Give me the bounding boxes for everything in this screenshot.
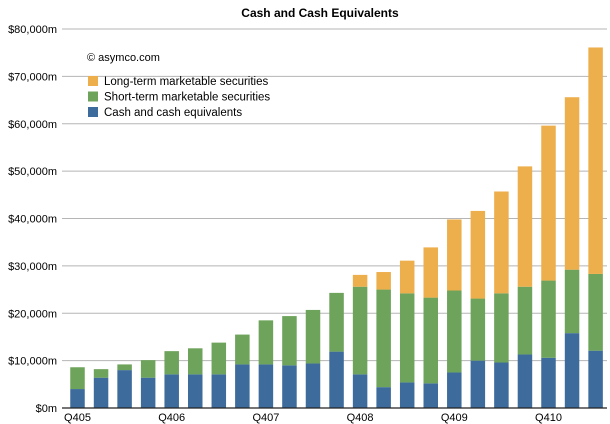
bar-segment-cash: [517, 354, 533, 408]
bar-segment-short-term: [447, 290, 462, 373]
bar-segment-long-term: [399, 260, 415, 294]
bar-segment-short-term: [564, 269, 580, 334]
y-tick-label: $80,000m: [8, 24, 57, 36]
bar-segment-cash: [188, 374, 203, 408]
bar-segment-short-term: [494, 293, 509, 363]
bar-segment-short-term: [211, 342, 227, 375]
bar-segment-short-term: [352, 286, 368, 375]
bar-segment-cash: [117, 370, 132, 408]
bar-segment-short-term: [470, 298, 486, 361]
y-axis-labels: $0m $10,000m $20,000m $30,000m $40,000m $50,0…: [8, 24, 57, 415]
bar-segment-cash: [211, 374, 227, 408]
bar-segment-cash: [235, 364, 250, 408]
bar-segment-cash: [588, 350, 603, 408]
legend-label: Long-term marketable securities: [104, 76, 269, 88]
bar-segment-short-term: [399, 293, 415, 383]
bar-segment-short-term: [258, 320, 274, 365]
bar-segment-long-term: [564, 97, 580, 270]
bar-segment-short-term: [329, 292, 344, 352]
x-tick-label: Q406: [158, 412, 185, 424]
bar-segment-short-term: [282, 316, 297, 366]
x-tick-label: Q405: [64, 412, 91, 424]
bar-segment-short-term: [140, 360, 156, 378]
bar-segment-long-term: [494, 191, 509, 294]
y-tick-label: $0m: [36, 403, 57, 415]
legend-label: Short-term marketable securities: [104, 92, 270, 104]
bar-segment-cash: [352, 374, 368, 408]
x-tick-label: Q408: [347, 412, 374, 424]
bar-segment-short-term: [235, 334, 250, 365]
bar-segment-cash: [447, 372, 462, 408]
bar-segment-short-term: [517, 286, 533, 355]
bar-segment-long-term: [470, 210, 486, 299]
bar-segment-cash: [399, 382, 415, 408]
bar-segment-cash: [376, 387, 391, 408]
bar-segment-long-term: [376, 272, 391, 290]
chart-title: Cash and Cash Equivalents: [241, 6, 399, 20]
bar-segment-cash: [93, 377, 109, 408]
y-tick-label: $30,000m: [8, 261, 57, 273]
bar-segment-cash: [70, 389, 85, 408]
bar-segment-short-term: [423, 297, 438, 384]
bar-segment-cash: [541, 357, 556, 408]
y-tick-label: $70,000m: [8, 71, 57, 83]
bar-segment-short-term: [188, 348, 203, 375]
x-tick-label: Q407: [252, 412, 279, 424]
bar-segment-long-term: [352, 274, 368, 287]
bar-segment-long-term: [517, 166, 533, 287]
x-tick-label: Q410: [535, 412, 562, 424]
bar-segment-short-term: [93, 369, 109, 378]
bar-segment-cash: [470, 360, 486, 408]
legend-swatch: [88, 107, 98, 117]
bar-segment-long-term: [588, 47, 603, 274]
bar-segment-long-term: [541, 125, 556, 281]
x-axis-labels: Q405 Q406 Q407 Q408 Q409 Q410: [64, 412, 562, 424]
y-tick-label: $20,000m: [8, 308, 57, 320]
bar-segment-cash: [305, 363, 321, 408]
bar-segment-short-term: [588, 273, 603, 351]
bar-segment-cash: [564, 333, 580, 408]
bar-segment-long-term: [447, 219, 462, 291]
bar-segment-short-term: [164, 351, 179, 375]
bar-segment-short-term: [70, 367, 85, 390]
legend-swatch: [88, 76, 98, 86]
legend-label: Cash and cash equivalents: [104, 107, 242, 119]
bar-segment-cash: [258, 364, 274, 408]
bar-segment-short-term: [305, 309, 321, 364]
y-tick-label: $60,000m: [8, 119, 57, 131]
bar-segment-cash: [164, 374, 179, 408]
legend-swatch: [88, 91, 98, 102]
bar-segment-short-term: [541, 280, 556, 358]
bar-segment-cash: [140, 377, 156, 408]
copyright-annotation: © asymco.com: [87, 52, 160, 64]
legend: Long-term marketable securities Short-ter…: [88, 76, 270, 119]
y-tick-label: $40,000m: [8, 214, 57, 226]
bar-segment-cash: [282, 365, 297, 408]
y-tick-label: $50,000m: [8, 166, 57, 178]
bar-segment-short-term: [376, 289, 391, 388]
bar-segment-cash: [423, 383, 438, 408]
x-tick-label: Q409: [441, 412, 468, 424]
bar-segment-cash: [329, 351, 344, 408]
gridlines: [62, 28, 607, 362]
bar-segment-cash: [494, 362, 509, 408]
bars: [70, 47, 603, 408]
y-tick-label: $10,000m: [8, 356, 57, 368]
bar-segment-long-term: [423, 247, 438, 298]
bar-segment-short-term: [117, 364, 132, 371]
